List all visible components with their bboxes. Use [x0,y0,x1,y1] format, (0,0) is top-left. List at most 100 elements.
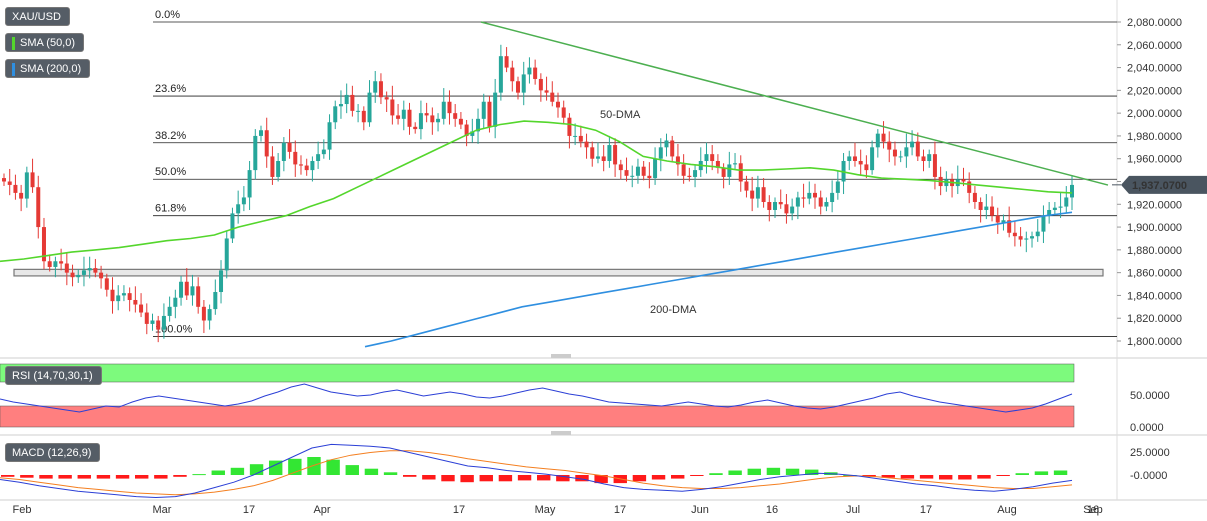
candle-body [293,151,298,165]
candle-body [41,227,46,262]
candle-body [538,78,543,91]
candle-body [253,135,258,171]
macd-y-tick-label: 25.0000 [1130,447,1170,459]
candle-body [413,126,418,130]
candle-body [635,166,640,176]
fib-level-label: 23.6% [155,83,186,95]
candle-body [144,312,149,324]
candle-body [458,118,463,125]
macd-histogram-bar [364,468,379,475]
symbol-label[interactable]: XAU/USD [5,7,70,26]
candle-body [670,140,675,157]
rsi-oversold-band [0,405,1075,428]
candle-body [247,170,252,198]
candle-body [910,141,915,148]
candle-body [418,113,423,130]
candle-body [201,306,206,321]
candle-body [350,94,355,111]
y-tick-label: 1,860.0000 [1127,268,1182,280]
candle-body [270,156,275,177]
candle-body [1041,215,1046,232]
candle-body [93,268,98,273]
macd-signal-line [0,450,1073,496]
macd-histogram-bar [900,475,915,479]
candle-body [487,101,492,127]
macd-histogram-bar [20,475,34,478]
candle-body [213,292,218,310]
y-tick-label: 2,020.0000 [1127,85,1182,97]
candle-body [555,101,560,108]
candle-body [818,197,823,207]
candle-body [578,135,583,142]
candle-body [864,164,869,171]
macd-label[interactable]: MACD (12,26,9) [5,443,101,462]
candle-body [104,278,109,290]
candle-body [961,179,966,182]
candle-body [19,192,24,199]
candle-body [715,160,720,168]
fib-level-label: 0.0% [155,9,180,21]
sma50-label[interactable]: SMA (50,0) [5,33,85,52]
candle-body [921,156,926,161]
candle-body [447,101,452,114]
candle-body [647,175,652,179]
candle-body [607,145,612,161]
candle-body [70,272,75,278]
x-tick-label: Mar [153,504,172,516]
candle-body [1024,238,1029,240]
candle-body [835,181,840,193]
macd-histogram-bar [517,475,532,481]
macd-histogram-bar [345,465,359,475]
candle-body [333,106,338,123]
candle-body [219,270,224,293]
macd-histogram-bar [556,475,570,482]
macd-histogram-bar [881,475,895,478]
candle-body [761,187,766,203]
candle-body [573,135,578,137]
candle-body [116,295,121,302]
x-tick-label: Aug [997,504,1017,516]
candle-body [584,141,589,148]
candle-body [887,141,892,150]
rsi-y-tick-label: 0.0000 [1130,422,1164,434]
candle-body [630,175,635,177]
rsi-label[interactable]: RSI (14,70,30,1) [5,366,102,385]
x-tick-label: 17 [453,504,465,516]
macd-histogram-bar [537,475,551,481]
candles [2,44,1074,343]
dma200-annotation: 200-DMA [650,304,697,316]
candle-body [967,181,972,193]
candle-body [892,149,897,157]
candle-body [510,67,515,82]
x-tick-label: Jul [846,504,860,516]
candle-body [441,101,446,119]
y-tick-label: 2,080.0000 [1127,17,1182,29]
candle-body [738,163,743,182]
x-tick-label: 16 [1087,504,1099,516]
candle-body [778,202,783,205]
macd-histogram-bar [115,475,130,479]
macd-histogram-bar [211,470,225,475]
x-tick-label: Feb [13,504,32,516]
macd-histogram-bar [747,468,761,475]
candle-body [1030,236,1035,239]
candle-body [721,167,726,177]
candle-body [173,297,178,307]
candle-body [81,270,86,275]
y-tick-label: 1,820.0000 [1127,313,1182,325]
candle-body [624,170,629,176]
candle-body [110,289,115,302]
macd-histogram-bar [441,475,455,482]
candle-body [767,202,772,210]
candle-body [476,118,481,132]
last-price-label: 1,937.0700 [1132,180,1187,192]
candle-body [156,320,161,330]
candle-body [310,160,315,171]
candle-body [224,238,229,271]
rsi-line [0,383,1073,413]
candle-body [990,206,995,216]
sma200-text: SMA (200,0) [20,63,82,75]
sma200-label[interactable]: SMA (200,0) [5,59,91,78]
candle-body [241,197,246,205]
y-tick-label: 2,060.0000 [1127,40,1182,52]
